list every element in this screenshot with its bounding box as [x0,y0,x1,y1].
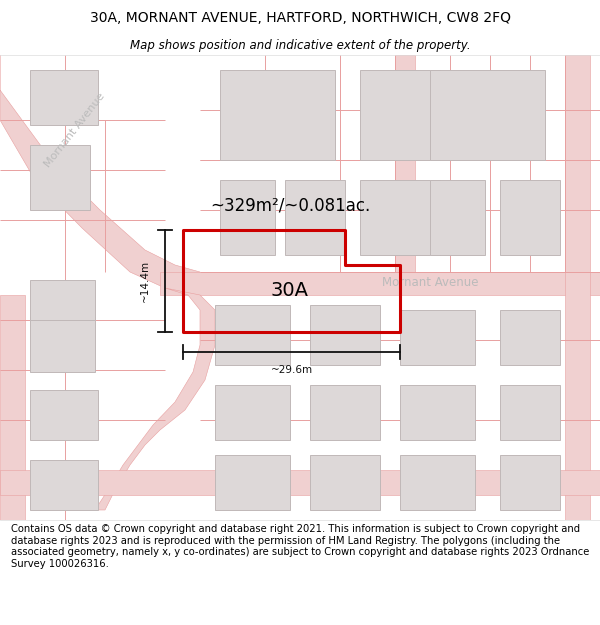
Bar [400,455,475,510]
Text: Map shows position and indicative extent of the property.: Map shows position and indicative extent… [130,39,470,51]
Bar [30,145,90,210]
Bar [220,180,275,255]
Bar [310,455,380,510]
Bar [500,310,560,365]
Bar [310,305,380,365]
Text: Mornant Avenue: Mornant Avenue [43,91,107,169]
Bar [30,317,95,372]
Bar [215,305,290,365]
Bar [430,70,545,160]
Polygon shape [160,272,600,295]
Bar [215,385,290,440]
Bar [30,460,98,510]
Bar [400,310,475,365]
Bar [360,70,440,160]
Bar [215,455,290,510]
Polygon shape [0,295,25,520]
Polygon shape [565,55,590,520]
Bar [500,385,560,440]
Bar [220,70,335,160]
Text: ~14.4m: ~14.4m [140,260,150,302]
Bar [500,180,560,255]
Bar [285,180,345,255]
Bar [360,180,440,255]
Text: 30A, MORNANT AVENUE, HARTFORD, NORTHWICH, CW8 2FQ: 30A, MORNANT AVENUE, HARTFORD, NORTHWICH… [89,11,511,25]
Bar [30,70,98,125]
Bar [500,455,560,510]
Polygon shape [95,288,215,510]
Text: Contains OS data © Crown copyright and database right 2021. This information is : Contains OS data © Crown copyright and d… [11,524,589,569]
Polygon shape [395,55,415,272]
Bar [310,385,380,440]
Polygon shape [0,470,600,495]
Text: ~329m²/~0.081ac.: ~329m²/~0.081ac. [210,196,370,214]
Text: ~29.6m: ~29.6m [271,365,313,375]
Polygon shape [0,55,200,295]
Text: Mornant Avenue: Mornant Avenue [382,276,478,289]
Text: 30A: 30A [271,281,309,299]
Bar [430,180,485,255]
Bar [30,390,98,440]
Bar [400,385,475,440]
Bar [30,280,95,320]
